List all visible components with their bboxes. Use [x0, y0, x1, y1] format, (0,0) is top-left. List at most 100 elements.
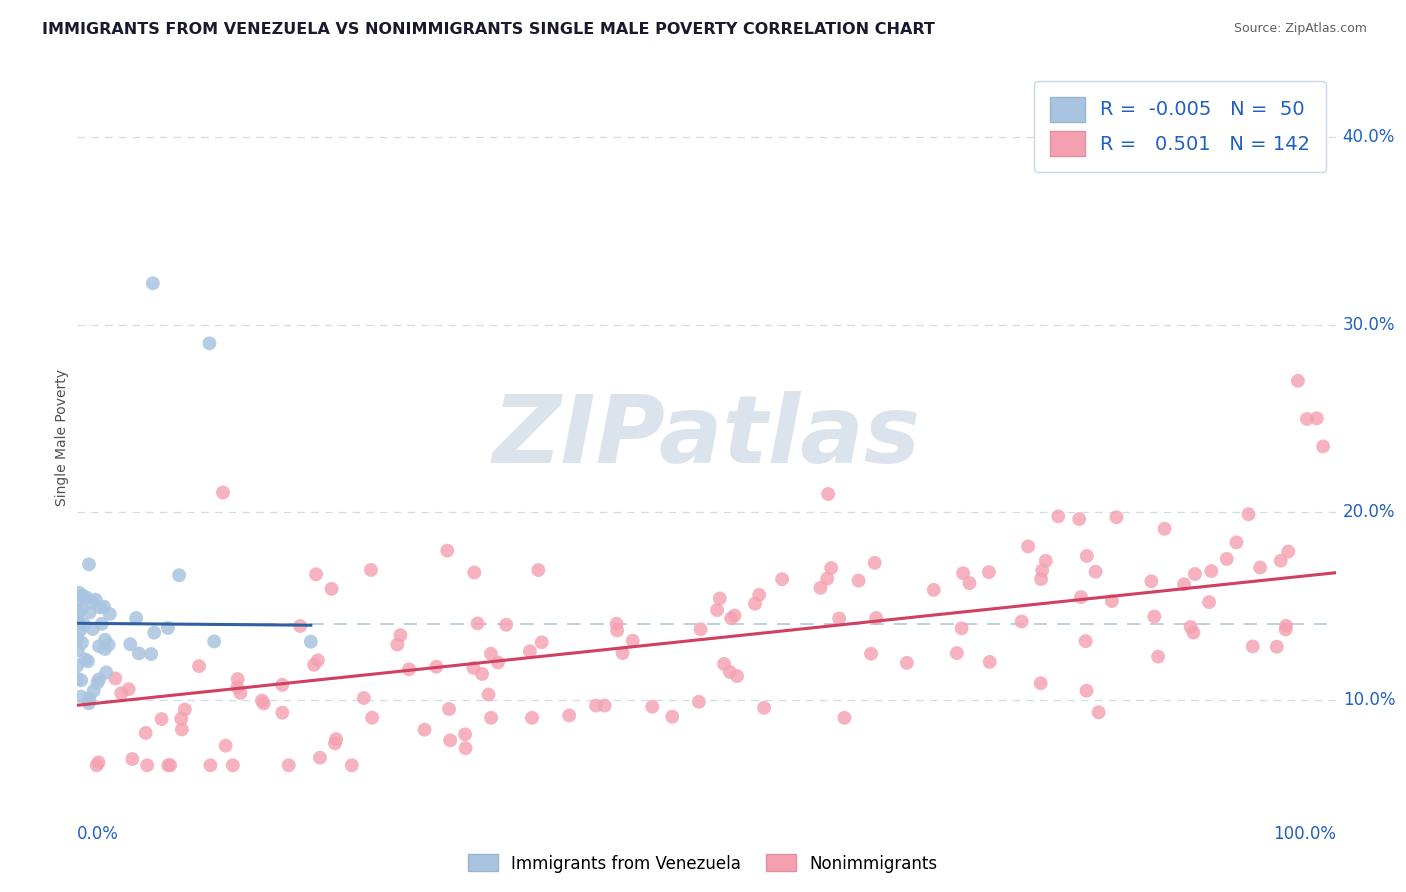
Point: [1201, 564, 1223, 578]
Point: [198, 336, 221, 351]
Point: [1182, 625, 1205, 640]
Point: [606, 616, 628, 631]
Point: [1153, 522, 1175, 536]
Point: [1074, 634, 1097, 648]
Point: [1076, 683, 1098, 698]
Point: [125, 611, 148, 625]
Point: [90, 616, 112, 631]
Point: [271, 706, 294, 720]
Point: [77, 558, 100, 572]
Point: [495, 617, 517, 632]
Point: [229, 686, 252, 700]
Point: [1180, 620, 1202, 634]
Point: [593, 698, 616, 713]
Point: [89, 600, 111, 615]
Point: [471, 667, 494, 681]
Point: [309, 750, 332, 764]
Point: [817, 487, 839, 501]
Point: [250, 693, 273, 707]
Point: [159, 758, 181, 772]
Point: [299, 634, 322, 648]
Point: [136, 758, 159, 772]
Point: [896, 656, 918, 670]
Point: [530, 635, 553, 649]
Point: [94, 632, 117, 647]
Point: [167, 568, 190, 582]
Point: [86, 758, 108, 772]
Point: [1101, 594, 1123, 608]
Point: [1017, 540, 1039, 554]
Text: 100.0%: 100.0%: [1272, 825, 1336, 843]
Point: [188, 659, 211, 673]
Point: [706, 603, 728, 617]
Point: [360, 563, 382, 577]
Point: [93, 599, 115, 614]
Point: [121, 752, 143, 766]
Point: [463, 661, 485, 675]
Point: [1241, 640, 1264, 654]
Point: [87, 639, 110, 653]
Text: ZIPatlas: ZIPatlas: [492, 391, 921, 483]
Point: [70, 602, 93, 616]
Point: [321, 582, 343, 596]
Text: 40.0%: 40.0%: [1343, 128, 1395, 146]
Point: [479, 711, 502, 725]
Point: [752, 701, 775, 715]
Point: [950, 621, 973, 635]
Point: [486, 656, 509, 670]
Point: [810, 581, 832, 595]
Point: [323, 736, 346, 750]
Point: [70, 636, 93, 650]
Point: [66, 643, 89, 657]
Point: [143, 625, 166, 640]
Point: [222, 758, 245, 772]
Point: [718, 665, 741, 679]
Point: [72, 589, 94, 603]
Point: [1147, 649, 1170, 664]
Point: [173, 702, 195, 716]
Point: [725, 669, 748, 683]
Point: [1237, 507, 1260, 521]
Point: [1084, 565, 1107, 579]
Point: [389, 628, 412, 642]
Point: [139, 647, 162, 661]
Point: [1087, 706, 1109, 720]
Point: [1198, 595, 1220, 609]
Point: [387, 638, 409, 652]
Point: [1249, 560, 1271, 574]
Point: [1274, 623, 1296, 637]
Point: [302, 657, 325, 672]
Point: [84, 592, 107, 607]
Point: [1076, 549, 1098, 563]
Point: [606, 624, 628, 638]
Point: [860, 647, 883, 661]
Point: [527, 563, 550, 577]
Legend: Immigrants from Venezuela, Nonimmigrants: Immigrants from Venezuela, Nonimmigrants: [461, 847, 945, 880]
Point: [1070, 590, 1092, 604]
Point: [834, 711, 856, 725]
Point: [612, 646, 634, 660]
Point: [744, 597, 766, 611]
Point: [226, 672, 249, 686]
Legend: R =  -0.005   N =  50, R =   0.501   N = 142: R = -0.005 N = 50, R = 0.501 N = 142: [1035, 81, 1326, 172]
Text: 10.0%: 10.0%: [1343, 690, 1395, 708]
Point: [848, 574, 870, 588]
Point: [75, 591, 97, 605]
Point: [156, 621, 179, 635]
Point: [120, 637, 142, 651]
Point: [1035, 554, 1057, 568]
Point: [979, 655, 1001, 669]
Point: [748, 588, 770, 602]
Point: [87, 756, 110, 770]
Point: [128, 646, 150, 660]
Point: [1312, 440, 1334, 454]
Text: 0.0%: 0.0%: [77, 825, 120, 843]
Point: [1216, 552, 1239, 566]
Point: [157, 758, 180, 772]
Point: [398, 662, 420, 676]
Point: [98, 607, 121, 621]
Y-axis label: Single Male Poverty: Single Male Poverty: [55, 368, 69, 506]
Point: [67, 586, 90, 600]
Point: [1011, 615, 1033, 629]
Point: [212, 485, 235, 500]
